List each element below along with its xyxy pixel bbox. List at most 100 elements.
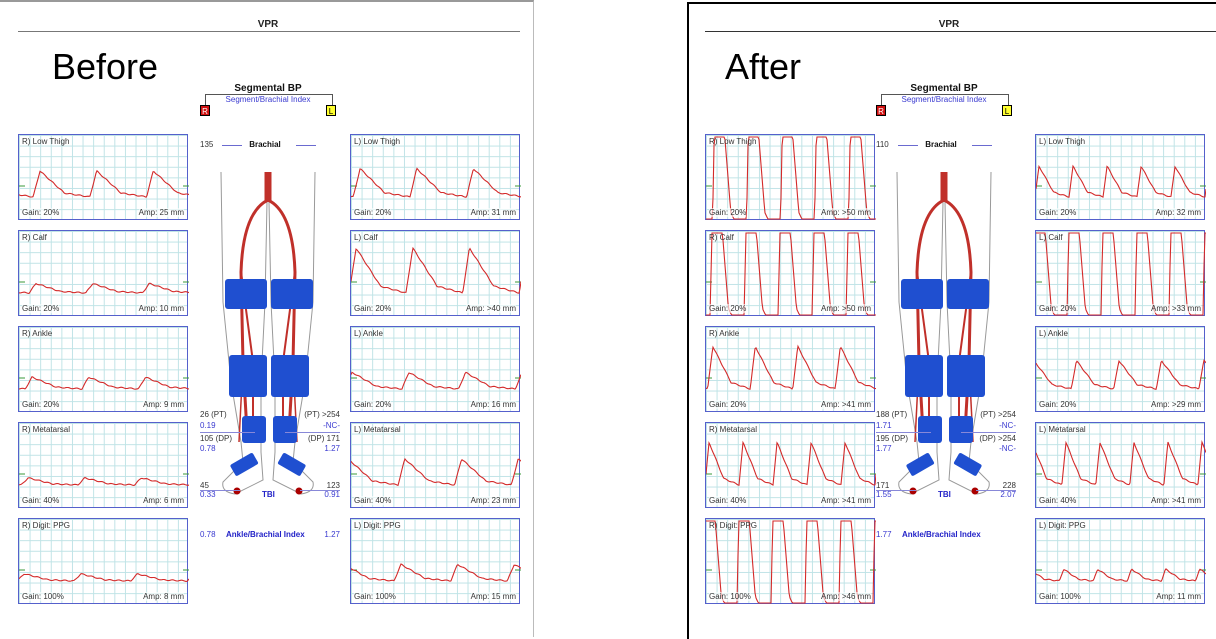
right-trace-metatarsal: R) Metatarsal Gain: 40% Amp: 6 mm xyxy=(18,422,189,508)
pulse-trace xyxy=(351,246,521,294)
gain-value: Gain: 100% xyxy=(709,592,751,601)
amplitude-value: Amp: 9 mm xyxy=(143,400,184,409)
trace-label: R) Calf xyxy=(709,233,734,242)
pulse-trace xyxy=(1036,440,1206,486)
gain-value: Gain: 100% xyxy=(1039,592,1081,601)
left-trace-digit-ppg: L) Digit: PPG Gain: 100% Amp: 11 mm xyxy=(1035,518,1206,604)
right-side-badge: R xyxy=(200,105,210,116)
waveform xyxy=(19,169,189,198)
right-calf-cuff xyxy=(905,355,943,397)
right-foot-cuff xyxy=(906,453,935,476)
abi-label: Ankle/Brachial Index xyxy=(902,530,981,539)
trace-label: L) Low Thigh xyxy=(354,137,401,146)
waveform xyxy=(706,520,876,604)
trace-label: R) Digit: PPG xyxy=(22,521,71,530)
toe-divider-right xyxy=(200,490,240,491)
pulse-trace xyxy=(351,457,521,487)
pulse-trace xyxy=(1036,359,1206,390)
pulse-trace xyxy=(706,440,876,486)
waveform xyxy=(351,563,521,582)
amplitude-value: Amp: 25 mm xyxy=(138,208,184,217)
waveform xyxy=(1036,359,1206,390)
gain-value: Gain: 20% xyxy=(22,304,60,313)
gain-value: Gain: 20% xyxy=(1039,400,1077,409)
segment-brachial-index-subtitle: Segment/Brachial Index xyxy=(901,95,987,104)
right-side-badge: R xyxy=(876,105,886,116)
report-header: VPR xyxy=(938,19,960,30)
waveform xyxy=(19,473,189,486)
gain-value: Gain: 40% xyxy=(709,496,747,505)
brachial-label: Brachial xyxy=(249,140,281,149)
pulse-trace xyxy=(1036,164,1206,198)
trace-label: L) Metatarsal xyxy=(1039,425,1086,434)
brachial-line-left xyxy=(222,145,242,146)
amplitude-value: Amp: 15 mm xyxy=(470,592,516,601)
trace-label: R) Low Thigh xyxy=(709,137,757,146)
pt-divider-left xyxy=(961,432,1016,433)
left-trace-calf: L) Calf Gain: 20% Amp: >33 mm xyxy=(1035,230,1206,316)
waveform xyxy=(19,281,189,294)
left-dp: (DP) >254 xyxy=(979,434,1016,443)
gain-value: Gain: 100% xyxy=(354,592,396,601)
brachial-line-right xyxy=(972,145,992,146)
right-trace-digit-ppg: R) Digit: PPG Gain: 100% Amp: 8 mm xyxy=(18,518,189,604)
amplitude-value: Amp: 11 mm xyxy=(1156,592,1201,601)
amplitude-value: Amp: 32 mm xyxy=(1155,208,1201,217)
waveform xyxy=(1036,164,1206,198)
tbi-label: TBI xyxy=(262,490,275,499)
amplitude-value: Amp: >50 mm xyxy=(820,304,871,313)
waveform xyxy=(1036,440,1206,486)
pulse-trace xyxy=(706,232,876,316)
abi-label: Ankle/Brachial Index xyxy=(226,530,305,539)
left-toe: 123 xyxy=(326,481,340,490)
amplitude-value: Amp: >29 mm xyxy=(1150,400,1201,409)
right-toe-sensor xyxy=(233,487,241,495)
right-abi-value: 0.78 xyxy=(200,530,216,539)
trace-label: R) Low Thigh xyxy=(22,137,70,146)
left-toe-index: 0.91 xyxy=(324,490,340,499)
brachial-line-left xyxy=(898,145,918,146)
pulse-trace xyxy=(1036,568,1206,582)
right-trace-calf: R) Calf Gain: 20% Amp: >50 mm xyxy=(705,230,876,316)
right-pt-index: 0.19 xyxy=(200,421,216,430)
right-dp-index: 0.78 xyxy=(200,444,216,453)
left-trace-digit-ppg: L) Digit: PPG Gain: 100% Amp: 15 mm xyxy=(350,518,521,604)
right-thigh-cuff xyxy=(901,279,943,309)
pt-divider-right xyxy=(876,432,931,433)
right-trace-ankle: R) Ankle Gain: 20% Amp: 9 mm xyxy=(18,326,189,412)
gain-value: Gain: 20% xyxy=(709,208,747,217)
pulse-trace xyxy=(19,282,189,294)
trace-label: L) Low Thigh xyxy=(1039,137,1086,146)
gain-value: Gain: 20% xyxy=(354,400,392,409)
trace-label: L) Ankle xyxy=(1039,329,1068,338)
right-trace-digit-ppg: R) Digit: PPG Gain: 100% Amp: >46 mm xyxy=(705,518,876,604)
pulse-trace xyxy=(1036,232,1206,316)
left-toe: 228 xyxy=(1002,481,1016,490)
waveform xyxy=(351,457,521,487)
pulse-trace xyxy=(19,376,189,390)
gain-value: Gain: 100% xyxy=(22,592,64,601)
trace-label: L) Digit: PPG xyxy=(1039,521,1086,530)
waveform xyxy=(706,232,876,316)
segment-brachial-index-subtitle: Segment/Brachial Index xyxy=(225,95,311,104)
waveform xyxy=(1036,232,1206,316)
left-trace-metatarsal: L) Metatarsal Gain: 40% Amp: >41 mm xyxy=(1035,422,1206,508)
left-pt: (PT) >254 xyxy=(304,410,340,419)
bracket-line xyxy=(881,94,1009,105)
amplitude-value: Amp: >46 mm xyxy=(820,592,871,601)
toe-divider-left xyxy=(976,490,1016,491)
pulse-trace xyxy=(706,520,876,604)
left-thigh-cuff xyxy=(947,279,989,309)
header-rule xyxy=(705,31,1216,32)
left-trace-metatarsal: L) Metatarsal Gain: 40% Amp: 23 mm xyxy=(350,422,521,508)
pulse-trace xyxy=(706,344,876,390)
gain-value: Gain: 20% xyxy=(709,400,747,409)
amplitude-value: Amp: 16 mm xyxy=(470,400,516,409)
trace-label: L) Ankle xyxy=(354,329,383,338)
trace-label: R) Ankle xyxy=(709,329,740,338)
right-abi-value: 1.77 xyxy=(876,530,892,539)
amplitude-value: Amp: 23 mm xyxy=(470,496,516,505)
right-dp: 195 (DP) xyxy=(876,434,909,443)
trace-label: R) Metatarsal xyxy=(22,425,71,434)
gain-value: Gain: 40% xyxy=(1039,496,1077,505)
